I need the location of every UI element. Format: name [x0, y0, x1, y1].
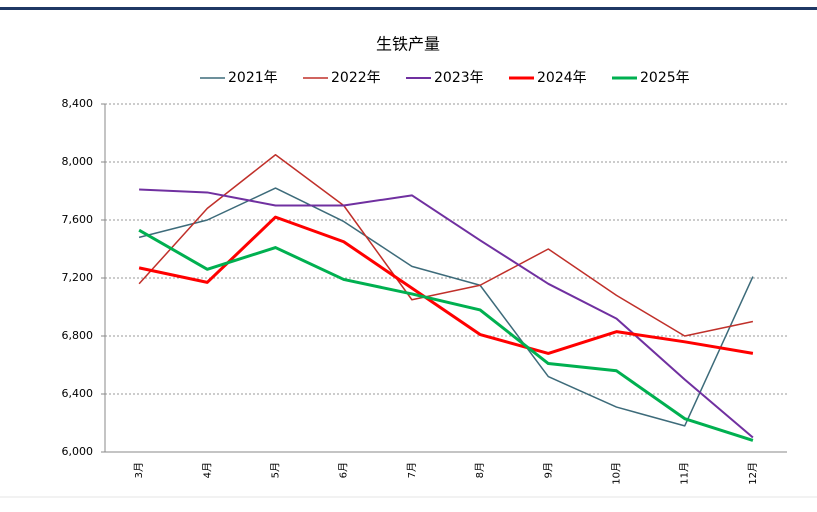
series-line [138, 187, 754, 427]
y-tick-label: 7,200 [62, 271, 94, 284]
x-tick-label: 9月 [542, 462, 554, 478]
y-tick-label: 8,400 [62, 97, 94, 110]
x-tick-label: 3月 [133, 462, 145, 478]
x-tick-label: 7月 [406, 462, 418, 478]
x-tick-label: 12月 [747, 462, 759, 485]
x-tick-label: 4月 [201, 462, 213, 478]
x-tick-label: 5月 [270, 462, 282, 478]
header-bar [0, 7, 817, 10]
series-line [138, 154, 754, 337]
legend-label: 2024年 [537, 70, 587, 86]
legend-label: 2022年 [331, 70, 381, 86]
x-tick-label: 6月 [338, 462, 350, 478]
legend-label: 2025年 [640, 70, 690, 86]
chart-title: 生铁产量 [376, 35, 440, 54]
legend-label: 2023年 [434, 70, 484, 86]
y-tick-label: 6,400 [62, 387, 94, 400]
legend-label: 2021年 [228, 70, 278, 86]
x-tick-label: 8月 [474, 462, 486, 478]
y-tick-label: 6,800 [62, 329, 94, 342]
series-line [138, 228, 754, 442]
x-tick-label: 10月 [611, 462, 623, 485]
y-tick-label: 6,000 [62, 445, 94, 458]
x-tick-label: 11月 [679, 462, 691, 485]
series-line [138, 215, 754, 355]
y-tick-label: 8,000 [62, 155, 94, 168]
y-tick-label: 7,600 [62, 213, 94, 226]
series-line [139, 188, 754, 439]
